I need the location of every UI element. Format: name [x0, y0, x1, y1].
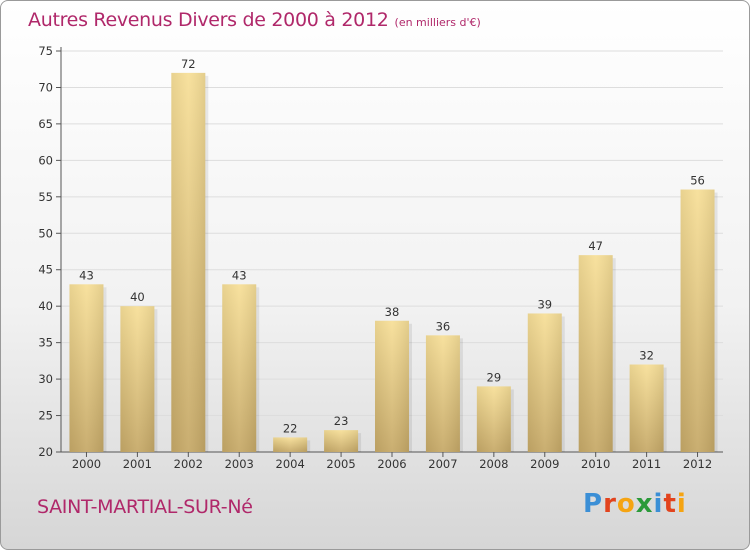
y-tick-label: 60 [38, 153, 53, 167]
y-tick-label: 25 [38, 409, 53, 423]
data-label: 56 [690, 174, 705, 188]
commune-name: SAINT-MARTIAL-SUR-Né [37, 496, 253, 518]
x-tick-label: 2002 [174, 457, 203, 471]
x-tick-label: 2011 [632, 457, 661, 471]
bar-shade [476, 386, 511, 452]
logo-letter: i [676, 489, 687, 519]
y-tick-label: 50 [38, 226, 53, 240]
bar-shade [120, 306, 155, 452]
data-label: 29 [487, 370, 502, 384]
y-tick-label: 20 [38, 445, 53, 459]
x-tick-label: 2008 [479, 457, 508, 471]
bar-shade [273, 437, 308, 452]
x-tick-label: 2000 [72, 457, 101, 471]
logo-letter: i [653, 489, 664, 519]
data-label: 22 [283, 421, 298, 435]
bar-shade [375, 320, 409, 452]
data-label: 47 [588, 239, 603, 253]
x-tick-label: 2003 [225, 457, 254, 471]
y-tick-label: 65 [38, 117, 53, 131]
data-label: 38 [385, 305, 400, 319]
bars [69, 72, 718, 452]
y-tick-label: 75 [38, 44, 53, 58]
data-labels: 43 40 72 43 22 23 38 36 29 39 47 32 56 [79, 57, 705, 436]
bar-shade [171, 72, 206, 452]
x-tick-label: 2009 [530, 457, 559, 471]
logo-letter: o [616, 489, 636, 519]
data-label: 43 [232, 268, 247, 282]
logo-letter: t [663, 489, 677, 519]
logo-letter: P [583, 489, 604, 519]
bar-shade [578, 255, 613, 452]
bar-shade [629, 364, 664, 452]
proxiti-logo: Proxiti [583, 489, 687, 519]
bar-shade [425, 335, 460, 452]
chart-title: Autres Revenus Divers de 2000 à 2012 (en … [28, 9, 481, 31]
data-label: 32 [639, 349, 654, 363]
bar-shade [527, 313, 562, 452]
chart-subtitle: (en milliers d'€) [394, 16, 481, 29]
x-tick-label: 2007 [428, 457, 457, 471]
x-tick-label: 2001 [123, 457, 152, 471]
data-label: 39 [537, 297, 552, 311]
data-label: 36 [436, 319, 451, 333]
data-label: 23 [334, 414, 349, 428]
y-tick-label: 55 [38, 190, 53, 204]
data-label: 40 [130, 290, 145, 304]
data-label: 72 [181, 57, 196, 71]
x-tick-label: 2005 [326, 457, 355, 471]
logo-letter: x [635, 489, 654, 519]
chart-title-text: Autres Revenus Divers de 2000 à 2012 [28, 9, 389, 31]
y-tick-label: 30 [38, 372, 53, 386]
bar-shade [324, 430, 359, 452]
y-tick-label: 40 [38, 299, 53, 313]
x-tick-label: 2006 [377, 457, 406, 471]
x-tick-label: 2010 [581, 457, 610, 471]
data-label: 43 [79, 268, 94, 282]
logo-letter: r [603, 489, 617, 519]
bar-shade [222, 284, 257, 452]
x-tick-label: 2004 [276, 457, 305, 471]
y-tick-label: 35 [38, 336, 53, 350]
y-tick-label: 45 [38, 263, 53, 277]
x-tick-label: 2012 [683, 457, 712, 471]
bar-shade [680, 189, 715, 452]
bar-shade [69, 284, 104, 452]
y-tick-label: 70 [38, 80, 53, 94]
